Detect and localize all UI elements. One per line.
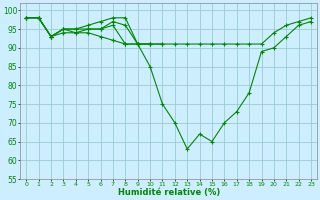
X-axis label: Humidité relative (%): Humidité relative (%): [117, 188, 220, 197]
